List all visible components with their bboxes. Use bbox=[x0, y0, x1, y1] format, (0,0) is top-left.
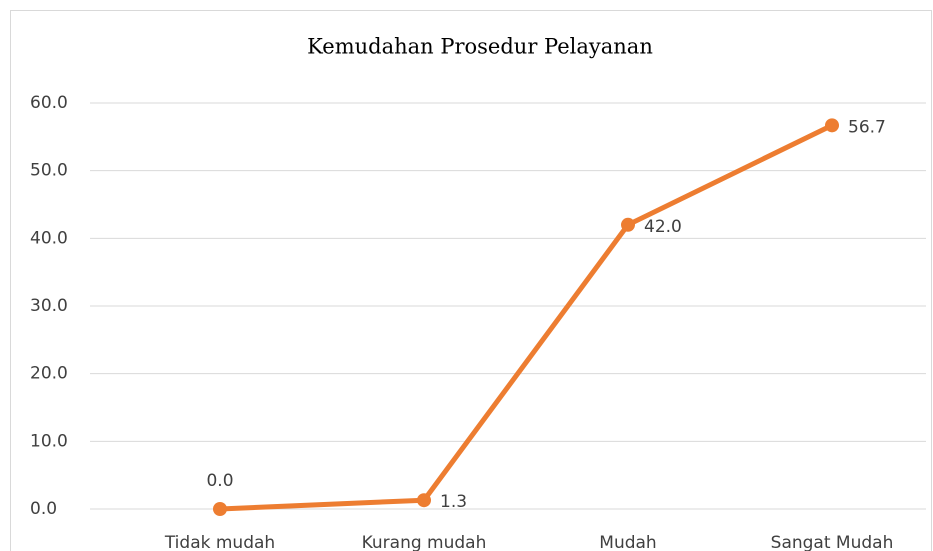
x-tick-label: Sangat Mudah bbox=[771, 533, 894, 551]
chart-title: Kemudahan Prosedur Pelayanan bbox=[307, 35, 653, 59]
y-tick-label: 10.0 bbox=[30, 431, 68, 451]
y-tick-label: 40.0 bbox=[30, 228, 68, 248]
x-tick-label: Kurang mudah bbox=[362, 533, 487, 551]
x-tick-label: Tidak mudah bbox=[164, 533, 275, 551]
x-tick-label: Mudah bbox=[599, 533, 656, 551]
point bbox=[621, 217, 635, 232]
series-line bbox=[219, 123, 834, 512]
data-label: 42.0 bbox=[644, 217, 682, 237]
point bbox=[213, 502, 227, 516]
y-tick-label: 50.0 bbox=[30, 161, 68, 181]
point bbox=[825, 118, 839, 133]
chart-border bbox=[10, 10, 932, 551]
data-label: 1.3 bbox=[440, 492, 467, 512]
data-label: 0.0 bbox=[206, 471, 233, 491]
point bbox=[417, 493, 431, 508]
y-tick-label: 60.0 bbox=[30, 93, 68, 113]
y-tick-label: 20.0 bbox=[30, 364, 68, 384]
y-tick-label: 0.0 bbox=[30, 499, 57, 519]
data-label: 56.7 bbox=[848, 117, 886, 137]
y-tick-label: 30.0 bbox=[30, 296, 68, 316]
